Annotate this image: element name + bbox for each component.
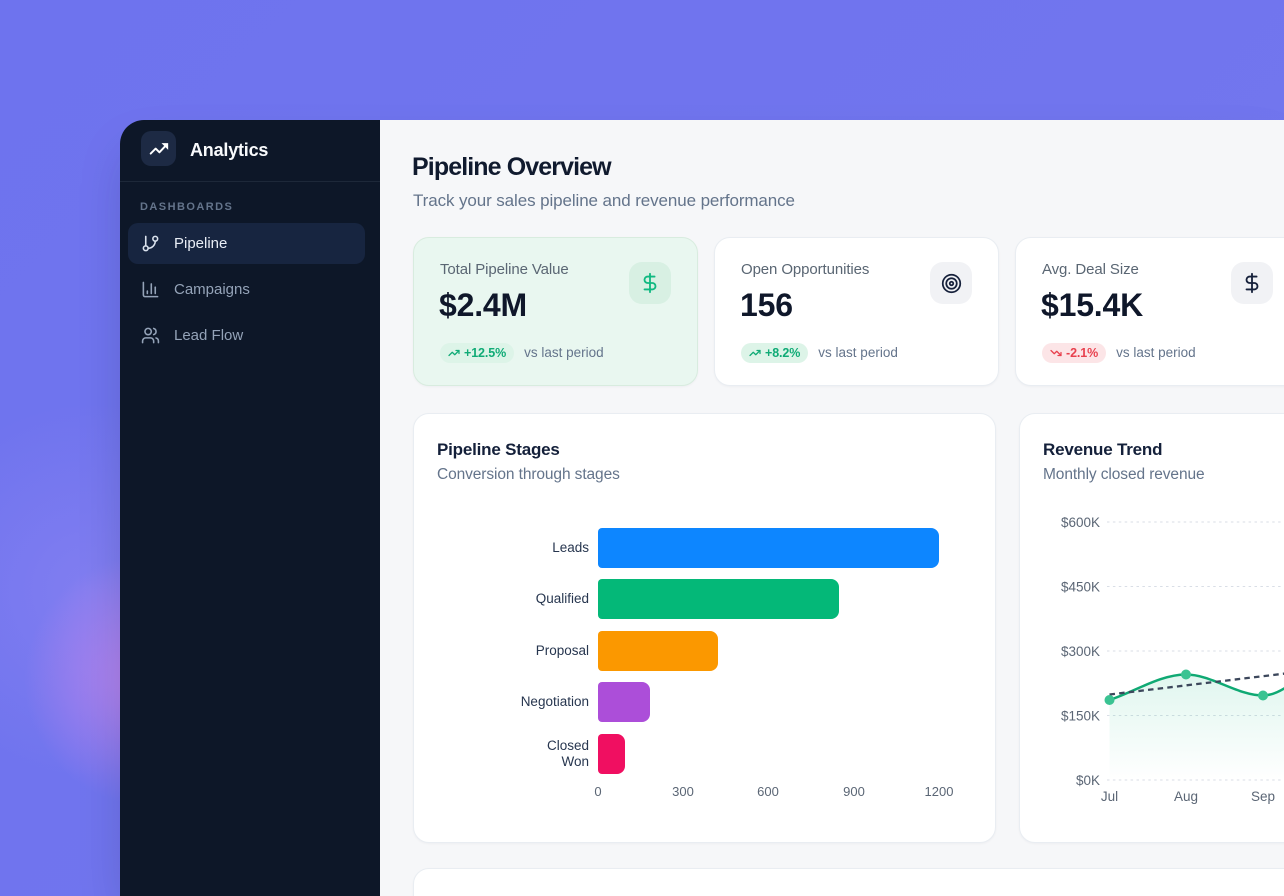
svg-text:$0K: $0K [1076,773,1100,788]
svg-text:$450K: $450K [1061,580,1100,595]
svg-text:Aug: Aug [1174,789,1198,804]
svg-text:$600K: $600K [1061,515,1100,530]
svg-text:Jul: Jul [1101,789,1118,804]
svg-text:$300K: $300K [1061,644,1100,659]
svg-text:Sep: Sep [1251,789,1275,804]
svg-text:$150K: $150K [1061,709,1100,724]
